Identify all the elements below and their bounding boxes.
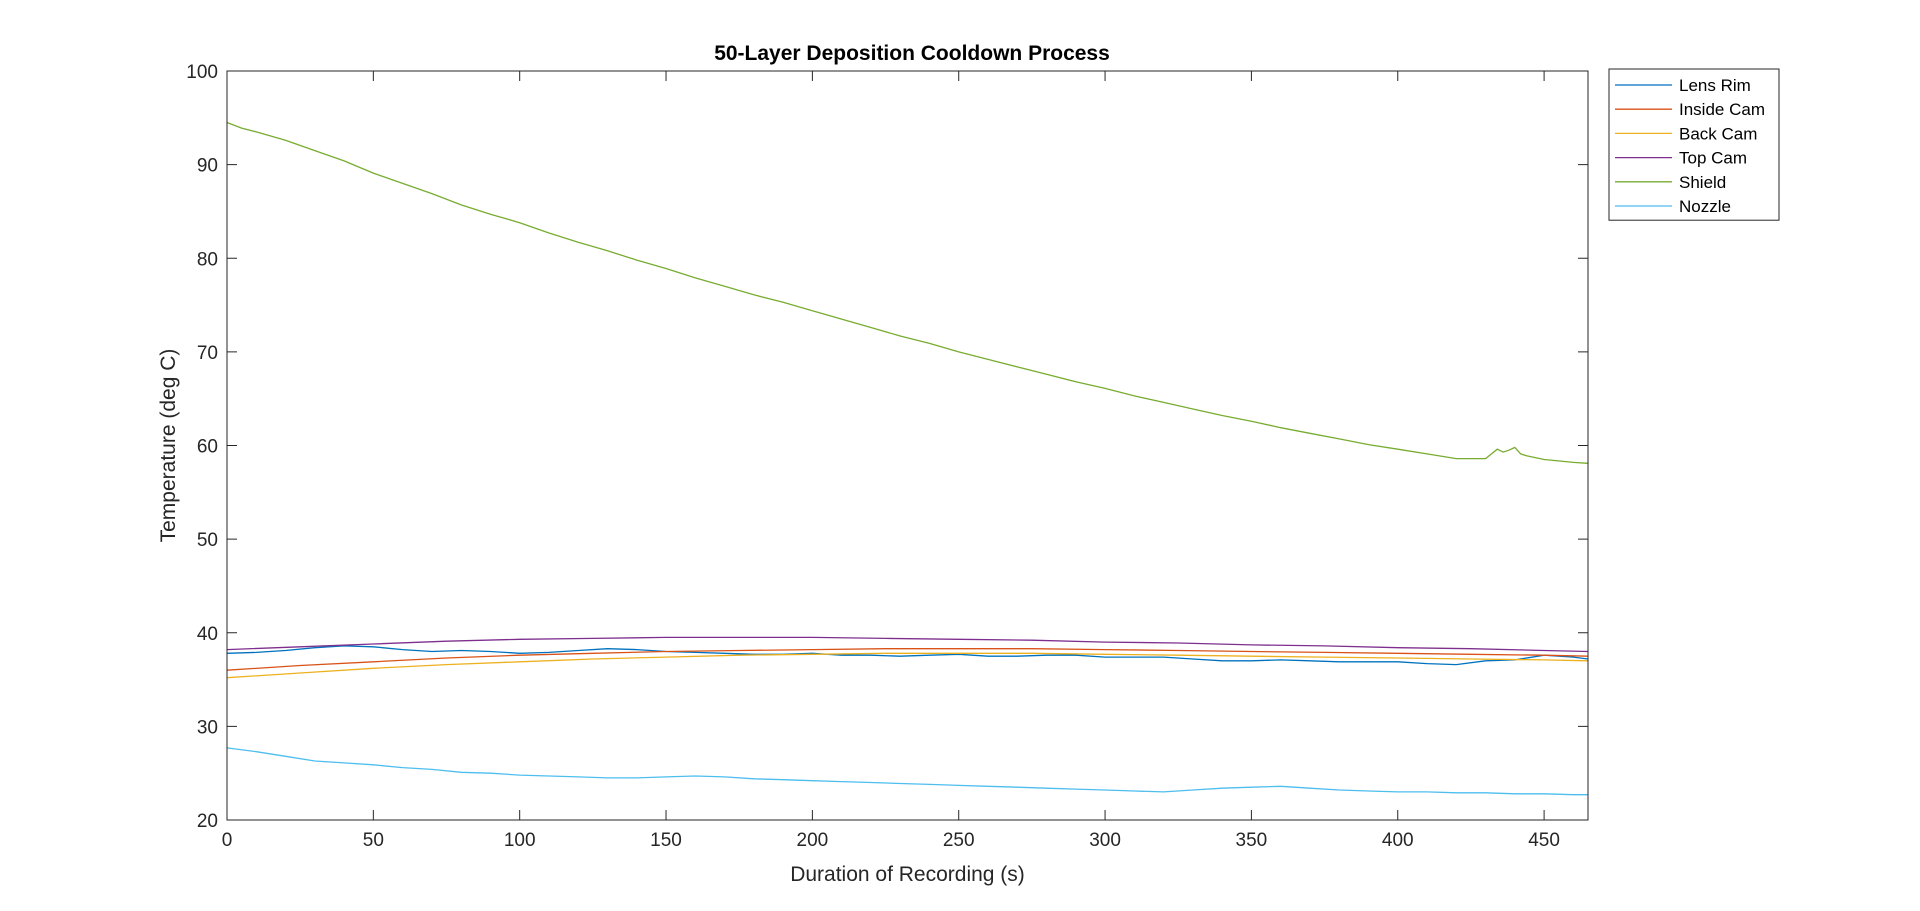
x-tick-label: 100 <box>504 830 536 851</box>
series-line-back-cam <box>226 652 1589 679</box>
legend-entry-label: Nozzle <box>1679 197 1731 216</box>
legend-entry-label: Top Cam <box>1679 149 1747 168</box>
legend-entry-label: Inside Cam <box>1679 100 1765 119</box>
legend-entry-label: Back Cam <box>1679 124 1757 143</box>
x-tick-label: 50 <box>363 830 384 851</box>
series-layer <box>226 121 1589 796</box>
axes-box <box>226 70 1589 821</box>
x-tick-label: 350 <box>1236 830 1268 851</box>
x-tick-label: 150 <box>650 830 682 851</box>
legend: Lens Rim Inside Cam Back Cam Top Cam Shield N… <box>1608 68 1780 221</box>
x-tick-label: 250 <box>943 830 975 851</box>
y-tick-label: 50 <box>197 530 218 551</box>
x-tick-label: 0 <box>222 830 233 851</box>
tick-layer: 0 50 100 150 200 250 300 350 400 450 20 30 40 50 60 70 8… <box>186 62 1588 851</box>
series-line-lens-rim <box>226 645 1589 666</box>
y-tick-label: 40 <box>197 624 218 645</box>
y-tick-label: 30 <box>197 717 218 738</box>
x-axis-label: Duration of Recording (s) <box>790 863 1025 886</box>
legend-entry-label: Lens Rim <box>1679 76 1751 95</box>
y-tick-label: 100 <box>186 62 218 83</box>
series-line-inside-cam <box>226 648 1589 671</box>
legend-box <box>1608 68 1780 221</box>
y-tick-label: 90 <box>197 156 218 177</box>
chart-title: 50-Layer Deposition Cooldown Process <box>714 42 1110 65</box>
series-line-nozzle <box>226 747 1588 796</box>
series-line-top-cam <box>226 636 1589 653</box>
y-tick-label: 80 <box>197 249 218 270</box>
x-tick-label: 400 <box>1382 830 1414 851</box>
series-line-shield <box>226 121 1589 464</box>
x-tick-label: 300 <box>1089 830 1121 851</box>
x-tick-label: 200 <box>797 830 829 851</box>
y-tick-label: 20 <box>197 811 218 832</box>
x-tick-label: 450 <box>1528 830 1560 851</box>
y-tick-label: 60 <box>197 437 218 458</box>
y-axis-label: Temperature (deg C) <box>157 349 180 543</box>
y-tick-label: 70 <box>197 343 218 364</box>
legend-entry-label: Shield <box>1679 173 1726 192</box>
